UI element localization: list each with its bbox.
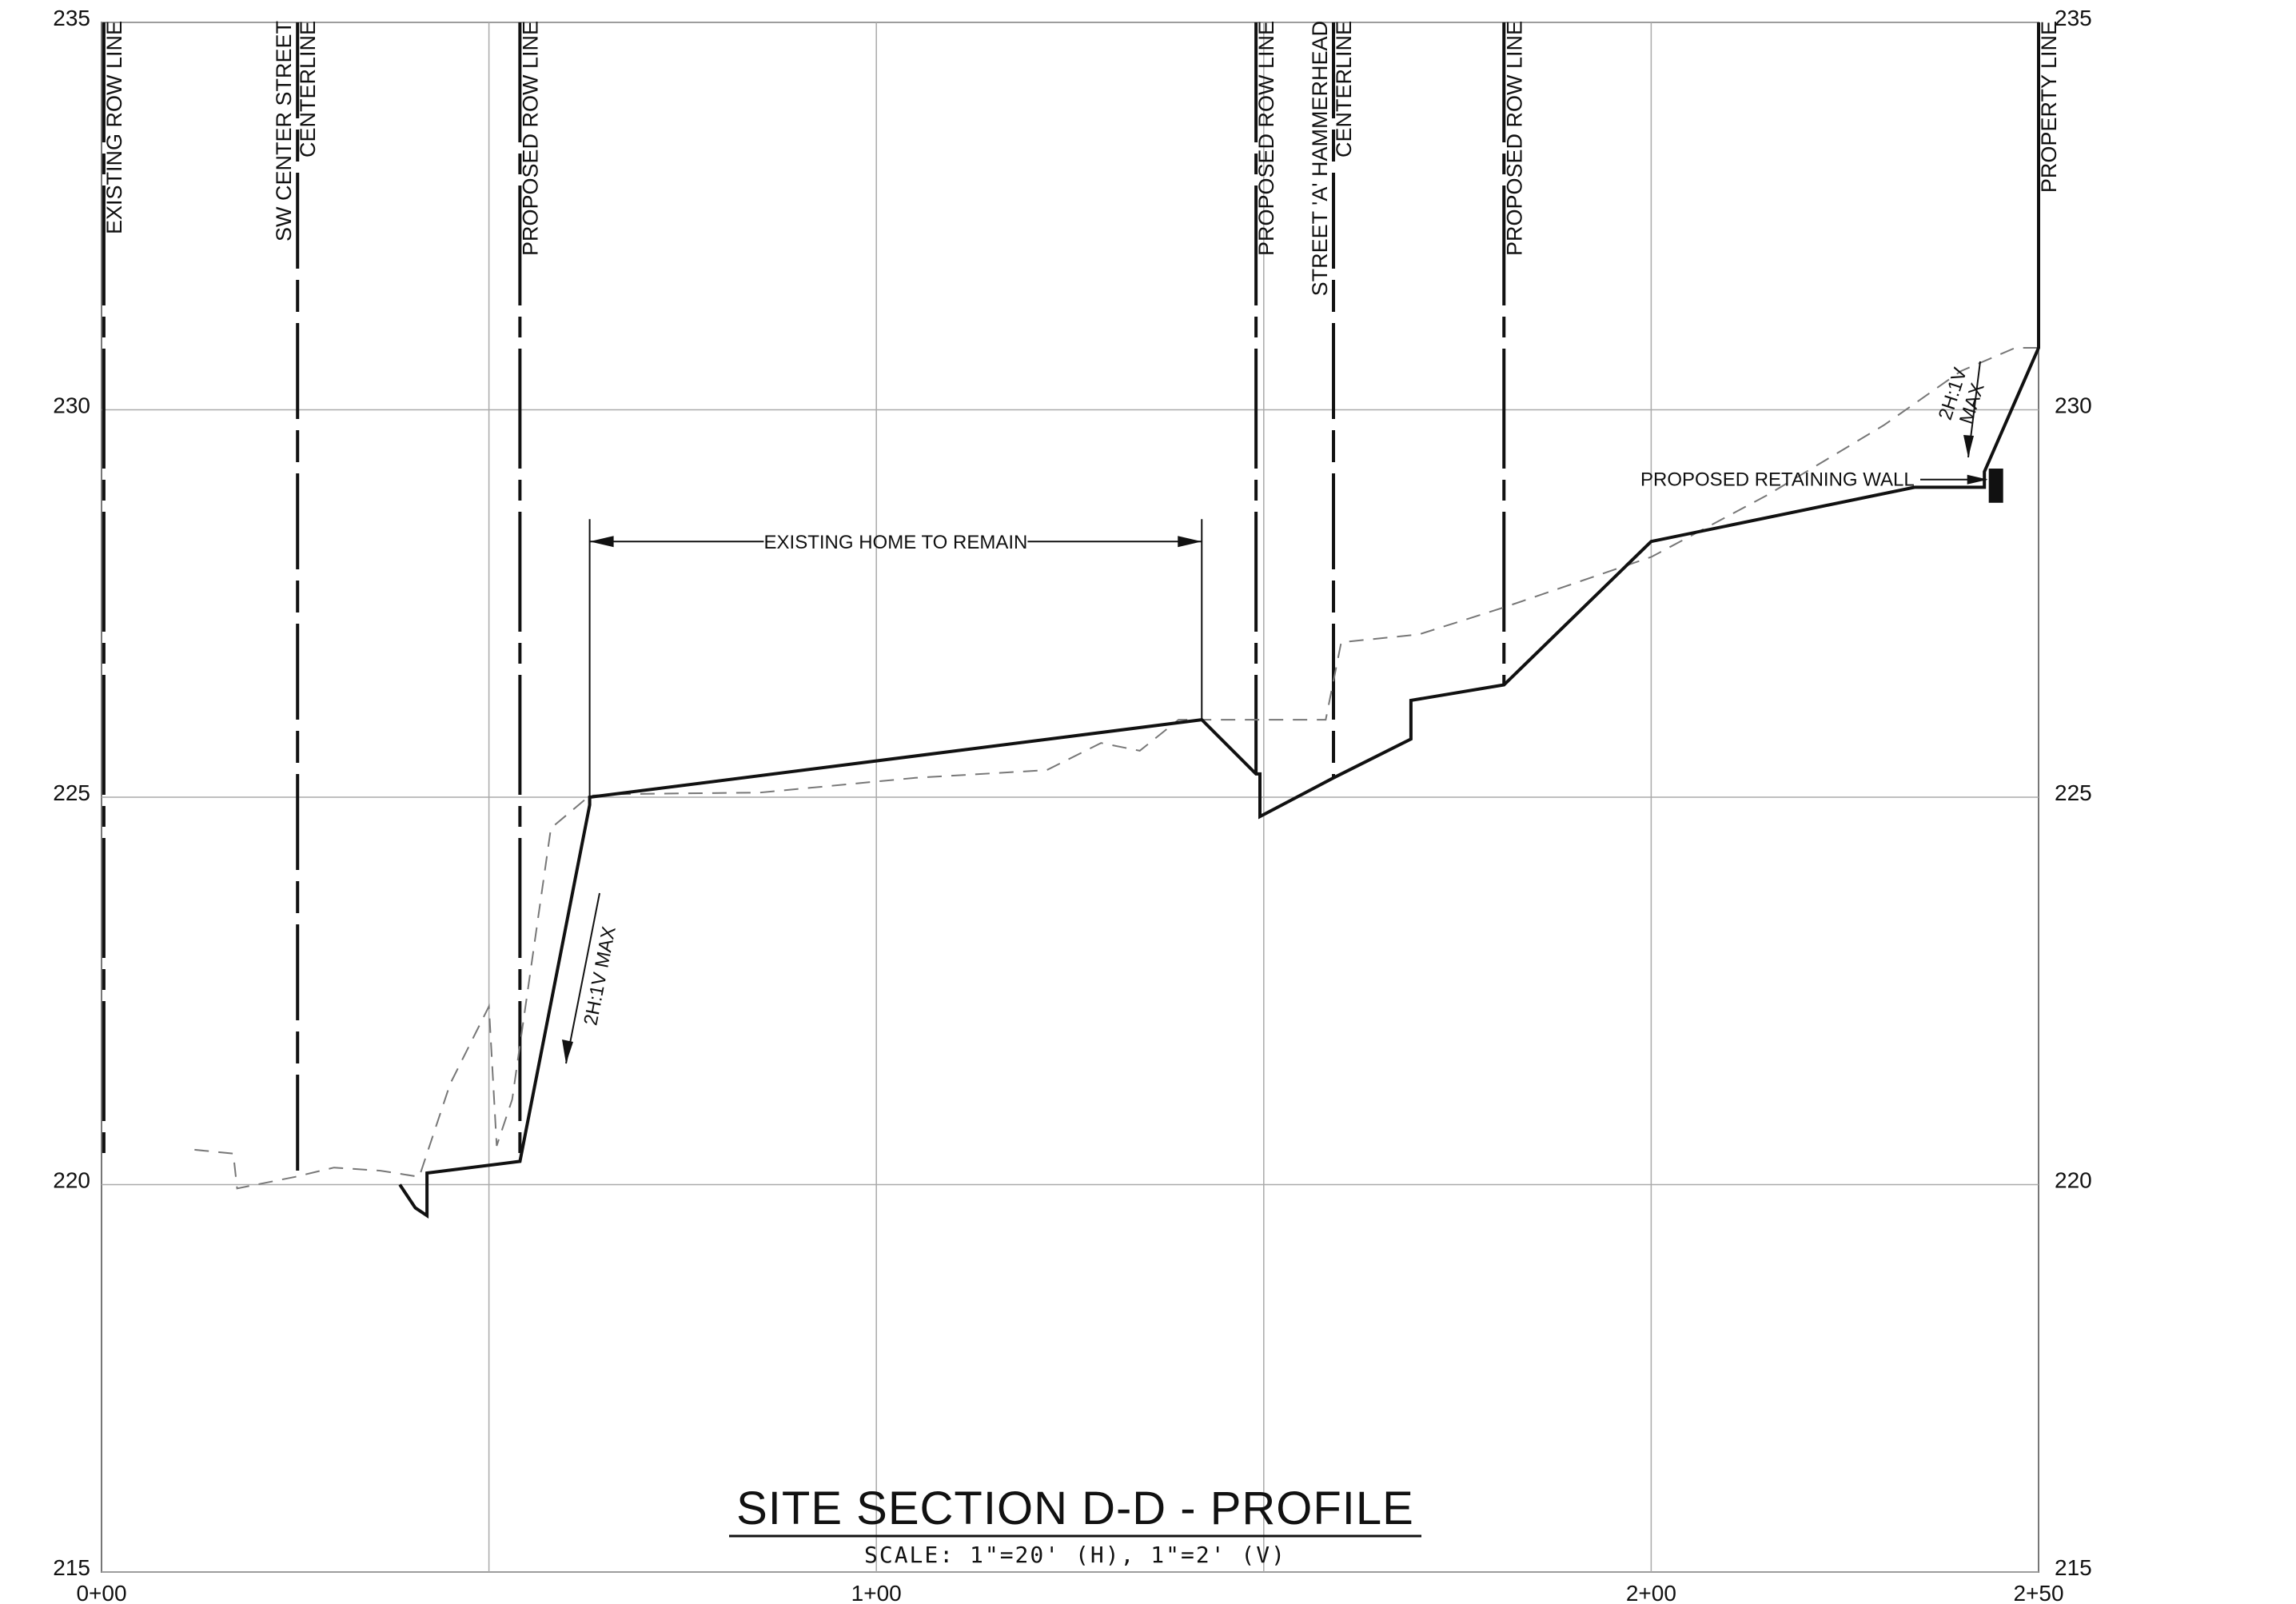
slope-arrow-left-head (562, 1039, 573, 1063)
y-tick-label-right: 220 (2055, 1168, 2092, 1193)
existing-grade-line (194, 347, 2039, 1190)
scale-note: SCALE: 1"=20' (H), 1"=2' (V) (864, 1542, 1286, 1568)
reference-lines: EXISTING ROW LINE SW CENTER STREET CENTERL… (102, 21, 2061, 1177)
reference-line-label: STREET 'A' HAMMERHEAD (1308, 21, 1332, 296)
x-tick-label: 1+00 (851, 1581, 902, 1604)
axis-ticks: 215 215 220 220 225 225 230 230 235 235 0+00 1+00 2+… (53, 6, 2091, 1604)
grid (101, 22, 2039, 1573)
y-tick-label-right: 235 (2055, 6, 2092, 30)
y-tick-label-right: 230 (2055, 393, 2092, 418)
x-tick-label: 0+00 (76, 1581, 126, 1604)
retaining-wall-arrow (1967, 474, 1988, 485)
y-tick-label-left: 220 (53, 1168, 90, 1193)
y-tick-label-left: 215 (53, 1555, 90, 1580)
proposed-grade-line (398, 22, 2040, 1219)
retaining-wall-label: PROPOSED RETAINING WALL (1640, 469, 1915, 491)
dimension-arrow-right (1178, 536, 1202, 548)
x-tick-label: 2+00 (1626, 1581, 1676, 1604)
reference-line-label: EXISTING ROW LINE (102, 21, 126, 234)
retaining-wall-mark (1988, 469, 2003, 503)
chart-title: SITE SECTION D-D - PROFILE (736, 1482, 1414, 1534)
y-tick-label-left: 235 (53, 6, 90, 30)
y-tick-label-right: 225 (2055, 780, 2092, 805)
dimension-arrow-left (589, 536, 614, 548)
slope-note-left: 2H:1V MAX (580, 924, 620, 1027)
reference-line-label: PROPOSED ROW LINE (1254, 21, 1278, 256)
y-tick-label-right: 215 (2055, 1555, 2092, 1580)
annotations: EXISTING HOME TO REMAIN PROPOSED RETAININ… (562, 361, 2003, 1064)
existing-home-label: EXISTING HOME TO REMAIN (764, 532, 1028, 553)
reference-line-label: SW CENTER STREET (272, 21, 296, 241)
profile-series (194, 22, 2040, 1219)
slope-arrow-right-head (1963, 435, 1974, 457)
y-tick-label-left: 225 (53, 780, 90, 805)
y-tick-label-left: 230 (53, 393, 90, 418)
reference-line-label: PROPOSED ROW LINE (1502, 21, 1526, 256)
reference-line-label: CENTERLINE (1332, 21, 1356, 158)
slope-arrow-left-shaft (565, 892, 600, 1064)
x-tick-label: 2+50 (2013, 1581, 2063, 1604)
reference-line-label: PROPOSED ROW LINE (518, 21, 542, 256)
reference-line-label: CENTERLINE (296, 21, 320, 158)
reference-line-label: PROPERTY LINE (2037, 21, 2061, 193)
